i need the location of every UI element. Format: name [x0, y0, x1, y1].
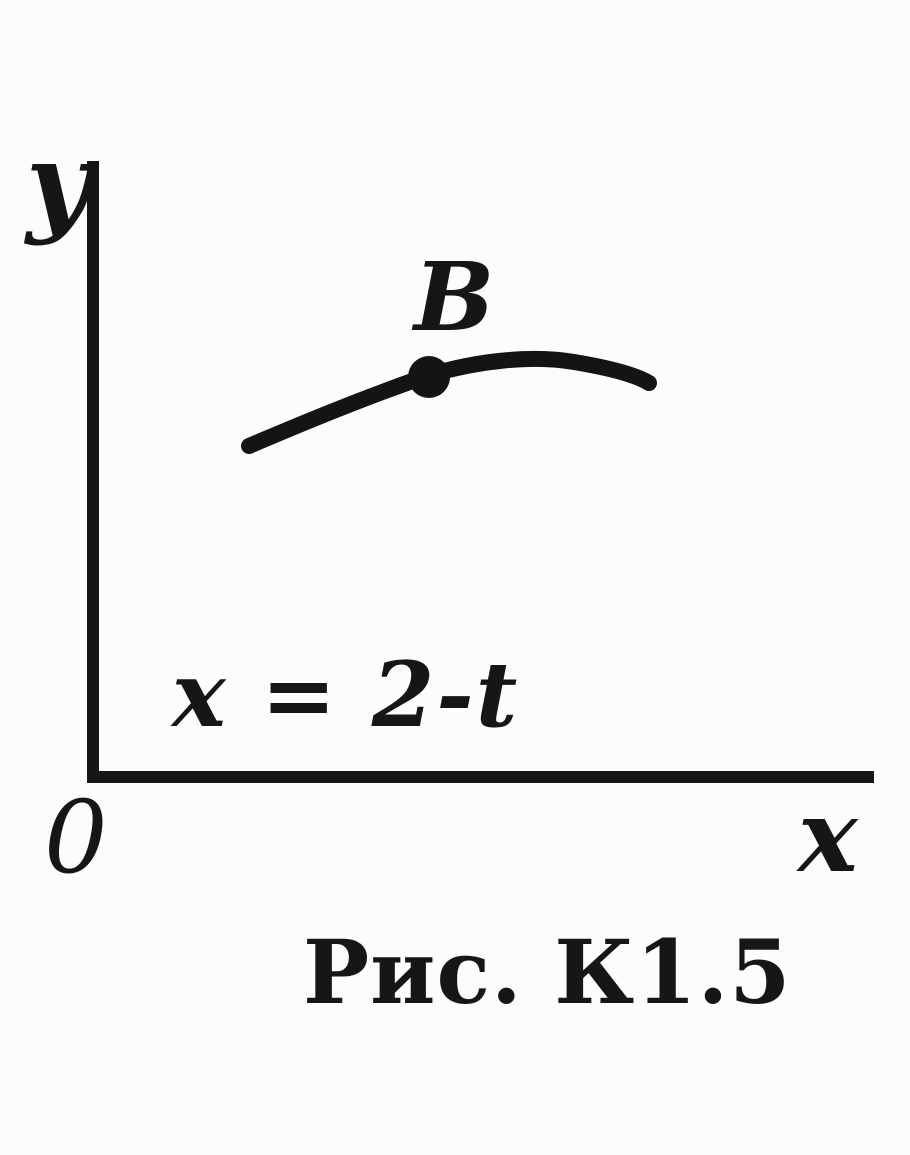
point-b-label: B: [414, 242, 495, 353]
x-axis-label: x: [798, 777, 858, 895]
y-axis-label: y: [26, 118, 90, 247]
origin-label: 0: [44, 779, 108, 896]
trajectory-curve: [241, 350, 657, 454]
equation-label: x = 2-t: [172, 642, 520, 748]
point-b-dot: [408, 356, 450, 398]
coordinate-axes: [87, 161, 874, 783]
figure-caption: Рис. К1.5: [303, 920, 792, 1024]
